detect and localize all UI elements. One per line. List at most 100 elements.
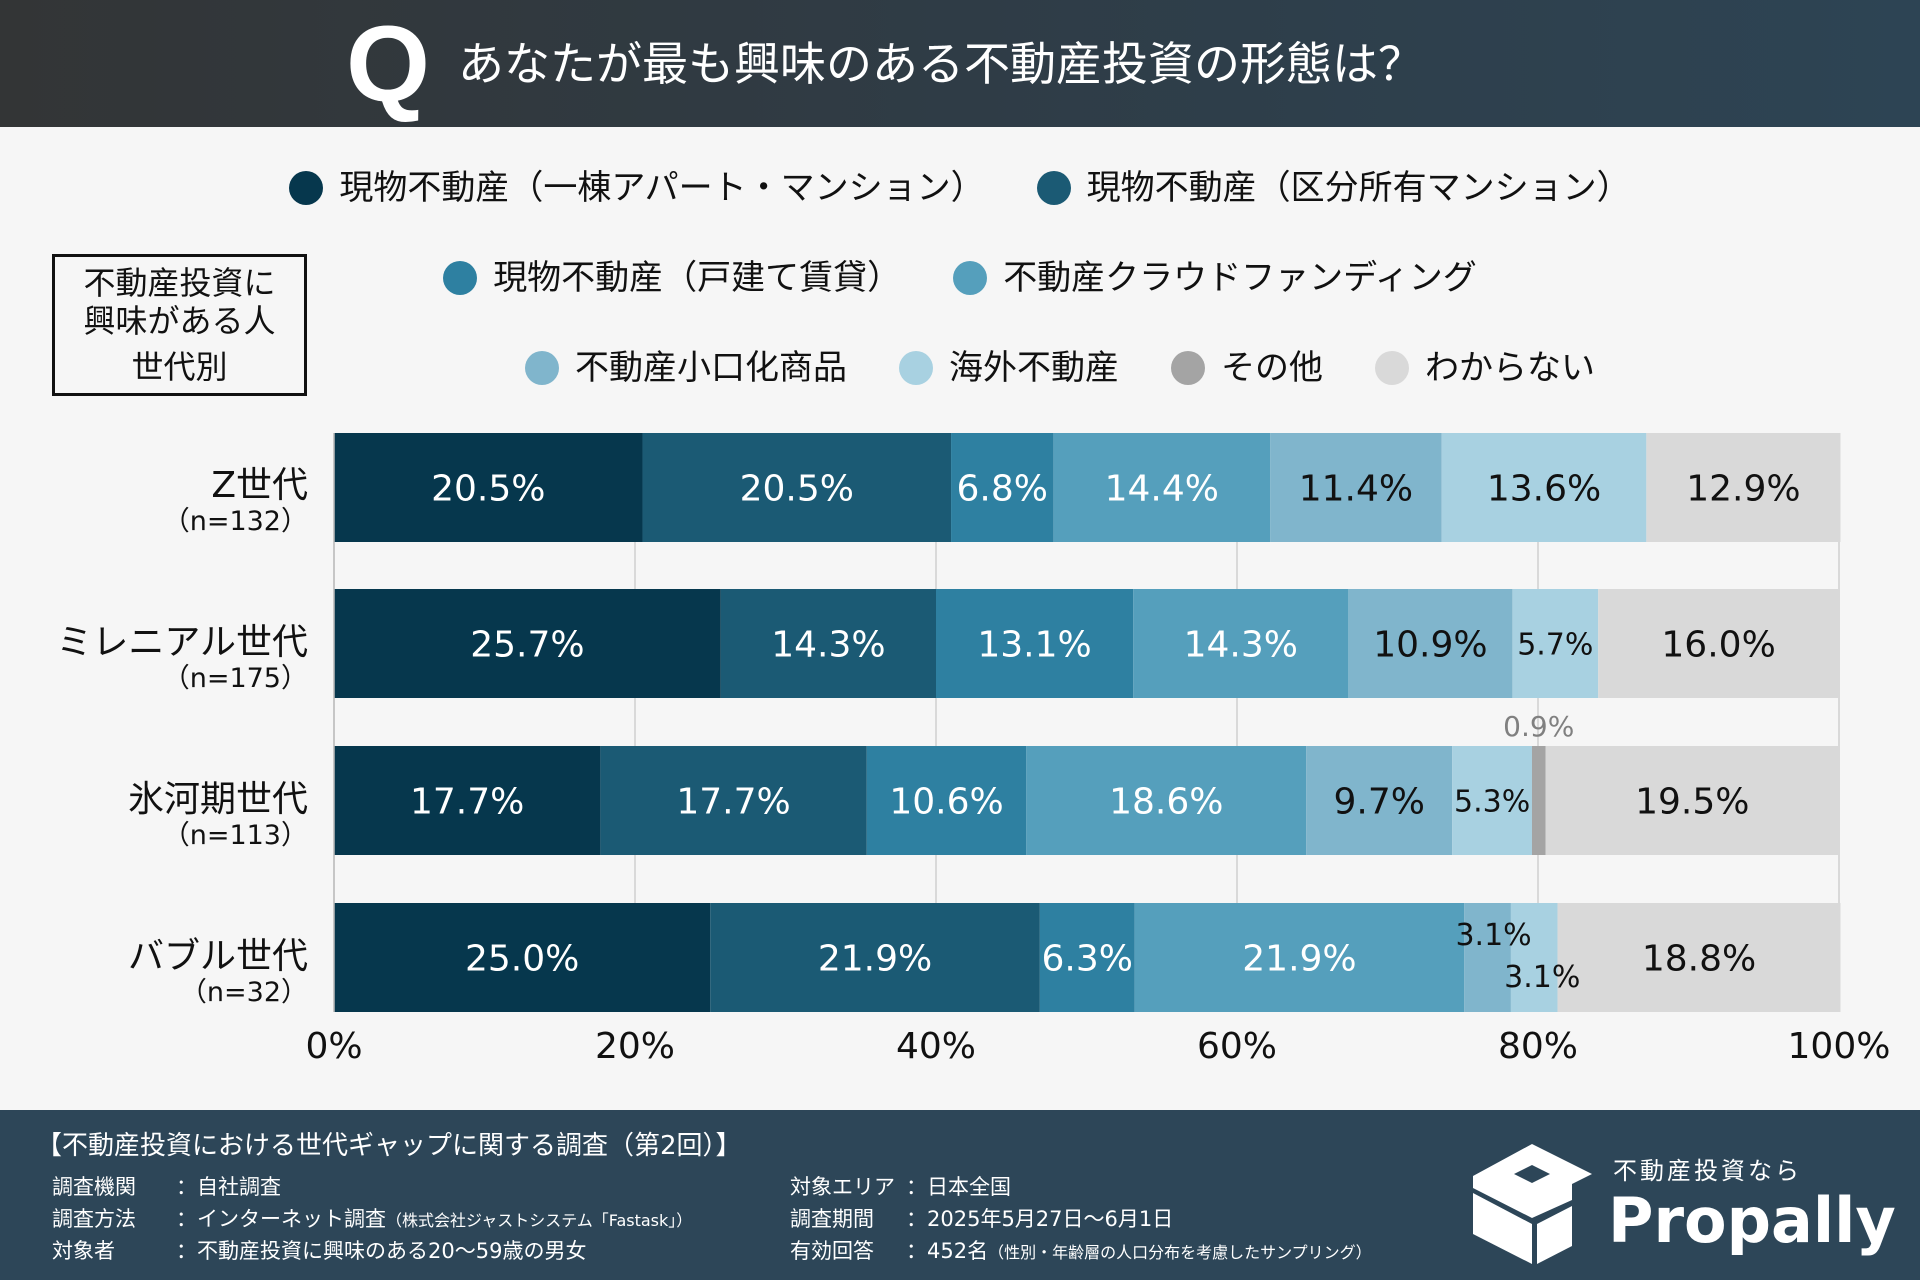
question-mark-q: Q bbox=[346, 3, 431, 124]
category-name: 氷河期世代 bbox=[127, 779, 308, 820]
legend-item-detached-rental: 現物不動産（戸建て賃貸） bbox=[443, 258, 901, 298]
survey-row-area: 対象エリア ：日本全国 bbox=[790, 1173, 1011, 1201]
propally-logo-icon bbox=[1473, 1144, 1592, 1264]
data-label: 25.7% bbox=[470, 624, 584, 665]
survey-value: ：日本全国 bbox=[906, 1175, 1011, 1199]
data-label: 3.1% bbox=[1504, 960, 1580, 995]
legend-label: 不動産小口化商品 bbox=[575, 348, 847, 388]
category-label-millennial: ミレニアル世代 （n=175） bbox=[56, 623, 308, 695]
data-label: 6.3% bbox=[1042, 938, 1133, 979]
bar-segment bbox=[720, 589, 936, 698]
category-label-ice-age: 氷河期世代 （n=113） bbox=[128, 780, 308, 852]
legend-item-other: その他 bbox=[1171, 348, 1323, 388]
legend-label: 現物不動産（区分所有マンション） bbox=[1086, 168, 1631, 208]
x-tick-label: 80% bbox=[1498, 1026, 1578, 1067]
category-name: Z世代 bbox=[211, 465, 308, 506]
bar-segment bbox=[1133, 589, 1349, 698]
legend-swatch-icon bbox=[1036, 171, 1071, 205]
legend-label: その他 bbox=[1221, 348, 1323, 388]
bar-segment bbox=[642, 433, 952, 542]
logo-tagline: 不動産投資なら bbox=[1613, 1157, 1802, 1185]
category-label-gen-z: Z世代 （n=132） bbox=[163, 466, 308, 538]
survey-row-method: 調査方法 ：インターネット調査（株式会社ジャストシステム「Fastask」） bbox=[52, 1205, 692, 1235]
bar-segment bbox=[1531, 746, 1546, 855]
data-label: 13.6% bbox=[1487, 468, 1601, 509]
x-tick-label: 20% bbox=[595, 1026, 675, 1067]
data-label: 17.7% bbox=[676, 781, 790, 822]
bar-segment bbox=[600, 746, 867, 855]
survey-note: （性別・年齢層の人口分布を考慮したサンプリング） bbox=[988, 1243, 1372, 1262]
data-label: 14.3% bbox=[771, 624, 885, 665]
legend-row-3: 不動産小口化商品 海外不動産 その他 わからない bbox=[0, 348, 1920, 388]
bar-segment bbox=[334, 903, 711, 1012]
data-label: 5.7% bbox=[1517, 627, 1593, 662]
legend-label: 現物不動産（一棟アパート・マンション） bbox=[339, 168, 985, 208]
survey-value: ：インターネット調査 bbox=[176, 1207, 386, 1231]
legend-label: 現物不動産（戸建て賃貸） bbox=[493, 258, 902, 298]
x-tick-label: 0% bbox=[305, 1026, 362, 1067]
legend-label: 不動産クラウドファンディング bbox=[1003, 258, 1477, 298]
data-label: 11.4% bbox=[1299, 468, 1413, 509]
bar-segment bbox=[951, 433, 1054, 542]
legend-item-condo-unit: 現物不動産（区分所有マンション） bbox=[1036, 168, 1631, 208]
bar-segment bbox=[1026, 746, 1307, 855]
legend-row-2: 現物不動産（戸建て賃貸） 不動産クラウドファンディング bbox=[0, 258, 1920, 298]
data-label: 16.0% bbox=[1661, 624, 1775, 665]
bar-segment bbox=[1039, 903, 1135, 1012]
x-tick-label: 100% bbox=[1788, 1026, 1891, 1067]
legend-swatch-icon bbox=[525, 351, 559, 385]
legend-item-fractional: 不動産小口化商品 bbox=[525, 348, 847, 388]
bar-segment bbox=[1545, 746, 1839, 855]
data-label: 14.4% bbox=[1105, 468, 1219, 509]
data-label: 13.1% bbox=[977, 624, 1091, 665]
bar-segment bbox=[1306, 746, 1453, 855]
survey-value: ：452名 bbox=[906, 1239, 989, 1263]
data-label: 5.3% bbox=[1454, 784, 1530, 819]
data-label: 12.9% bbox=[1686, 468, 1800, 509]
x-tick-label: 40% bbox=[896, 1026, 976, 1067]
survey-key: 対象者 bbox=[52, 1239, 115, 1263]
survey-key: 有効回答 bbox=[790, 1239, 874, 1263]
survey-row-responses: 有効回答 ：452名（性別・年齢層の人口分布を考慮したサンプリング） bbox=[790, 1237, 1372, 1267]
bar-segment bbox=[1510, 903, 1558, 1012]
bar-segment bbox=[334, 746, 601, 855]
bar-segment bbox=[1512, 589, 1599, 698]
survey-row-period: 調査期間 ：2025年5月27日〜6月1日 bbox=[790, 1205, 1173, 1233]
bar-segment bbox=[1134, 903, 1465, 1012]
bar-segment bbox=[1464, 903, 1511, 1012]
bar-segment bbox=[334, 589, 721, 698]
header-bar: Q あなたが最も興味のある不動産投資の形態は？ bbox=[0, 0, 1920, 127]
legend-swatch-icon bbox=[289, 171, 324, 205]
survey-value: ：2025年5月27日〜6月1日 bbox=[906, 1207, 1174, 1231]
legend-swatch-icon bbox=[443, 261, 478, 295]
survey-value: ：自社調査 bbox=[176, 1175, 281, 1199]
data-label: 20.5% bbox=[431, 468, 545, 509]
generation-note-box: 不動産投資に 興味がある人 世代別 bbox=[52, 254, 307, 396]
data-label: 10.6% bbox=[889, 781, 1003, 822]
legend-swatch-icon bbox=[1375, 351, 1409, 385]
generation-note-line: 不動産投資に bbox=[83, 264, 276, 302]
bar-segment bbox=[1441, 433, 1647, 542]
legend-item-dont-know: わからない bbox=[1375, 348, 1595, 388]
page-title: あなたが最も興味のある不動産投資の形態は？ bbox=[458, 37, 1424, 91]
data-label: 3.1% bbox=[1455, 918, 1531, 953]
data-label: 10.9% bbox=[1373, 624, 1487, 665]
category-sample-size: （n=132） bbox=[162, 506, 308, 537]
survey-key: 調査期間 bbox=[790, 1207, 874, 1231]
legend-label: 海外不動産 bbox=[949, 348, 1119, 388]
survey-note: （株式会社ジャストシステム「Fastask」） bbox=[386, 1211, 693, 1230]
data-label: 17.7% bbox=[410, 781, 524, 822]
data-label: 21.9% bbox=[1242, 938, 1356, 979]
x-tick-label: 60% bbox=[1197, 1026, 1277, 1067]
data-label: 14.3% bbox=[1184, 624, 1298, 665]
legend-item-crowdfunding: 不動産クラウドファンディング bbox=[953, 258, 1477, 298]
data-label: 19.5% bbox=[1635, 781, 1749, 822]
logo-brand: Propally bbox=[1608, 1184, 1896, 1257]
bar-segment bbox=[1452, 746, 1532, 855]
bar-segment bbox=[866, 746, 1027, 855]
legend-label: わからない bbox=[1425, 348, 1595, 388]
category-sample-size: （n=113） bbox=[162, 820, 308, 851]
legend-item-overseas: 海外不動産 bbox=[899, 348, 1119, 388]
stacked-bar-chart: 0% 20% 40% 60% 80% 100% 20.5% 20.5% 6.8% 14.4% 11.… bbox=[305, 433, 1891, 1067]
